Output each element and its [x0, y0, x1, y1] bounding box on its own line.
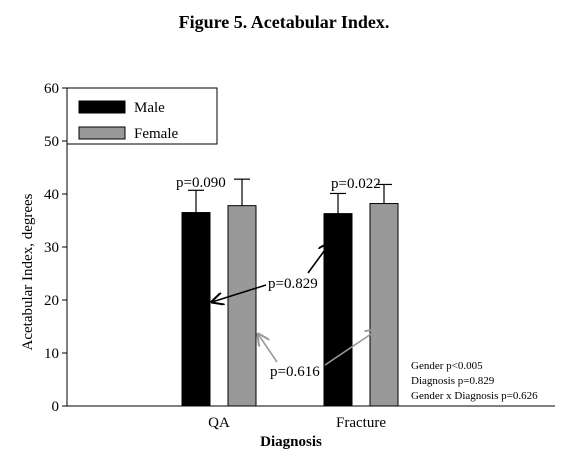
bar-male-qa — [181, 212, 211, 407]
bar-male-fracture — [323, 213, 353, 407]
y-tick-label: 40 — [44, 187, 59, 203]
arrow-male-qa — [212, 284, 267, 302]
chart-title: Figure 5. Acetabular Index. — [179, 12, 390, 32]
p-value-fracture: p=0.022 — [331, 176, 381, 192]
bar-female-qa — [227, 205, 257, 407]
p-value-female: p=0.616 — [270, 364, 320, 380]
y-tick-label: 10 — [44, 346, 59, 362]
y-tick-label: 20 — [44, 293, 59, 309]
p-value-male: p=0.829 — [268, 276, 318, 292]
y-axis-label: Acetabular Index, degrees — [20, 193, 36, 350]
x-tick-label: Fracture — [336, 415, 386, 431]
y-tick-label: 60 — [44, 81, 59, 97]
p-value-qa: p=0.090 — [176, 175, 226, 191]
legend-label-male: Male — [134, 100, 165, 116]
legend-swatch-female — [78, 126, 126, 140]
bar-female-fracture — [369, 203, 399, 407]
x-axis-label: Diagnosis — [260, 434, 322, 450]
y-tick-label: 50 — [44, 134, 59, 150]
legend-swatch-male — [78, 100, 126, 114]
y-tick-label: 30 — [44, 240, 59, 256]
legend-label-female: Female — [134, 126, 178, 142]
stats-line: Gender p<0.005 — [411, 360, 483, 372]
arrow-male-fracture — [307, 243, 330, 274]
stats-line: Diagnosis p=0.829 — [411, 375, 495, 387]
y-tick-label: 0 — [52, 399, 60, 415]
arrow-female-qa — [258, 334, 278, 363]
arrow-female-fracture — [324, 330, 377, 366]
x-tick-label: QA — [208, 415, 230, 431]
stats-line: Gender x Diagnosis p=0.626 — [411, 390, 538, 402]
